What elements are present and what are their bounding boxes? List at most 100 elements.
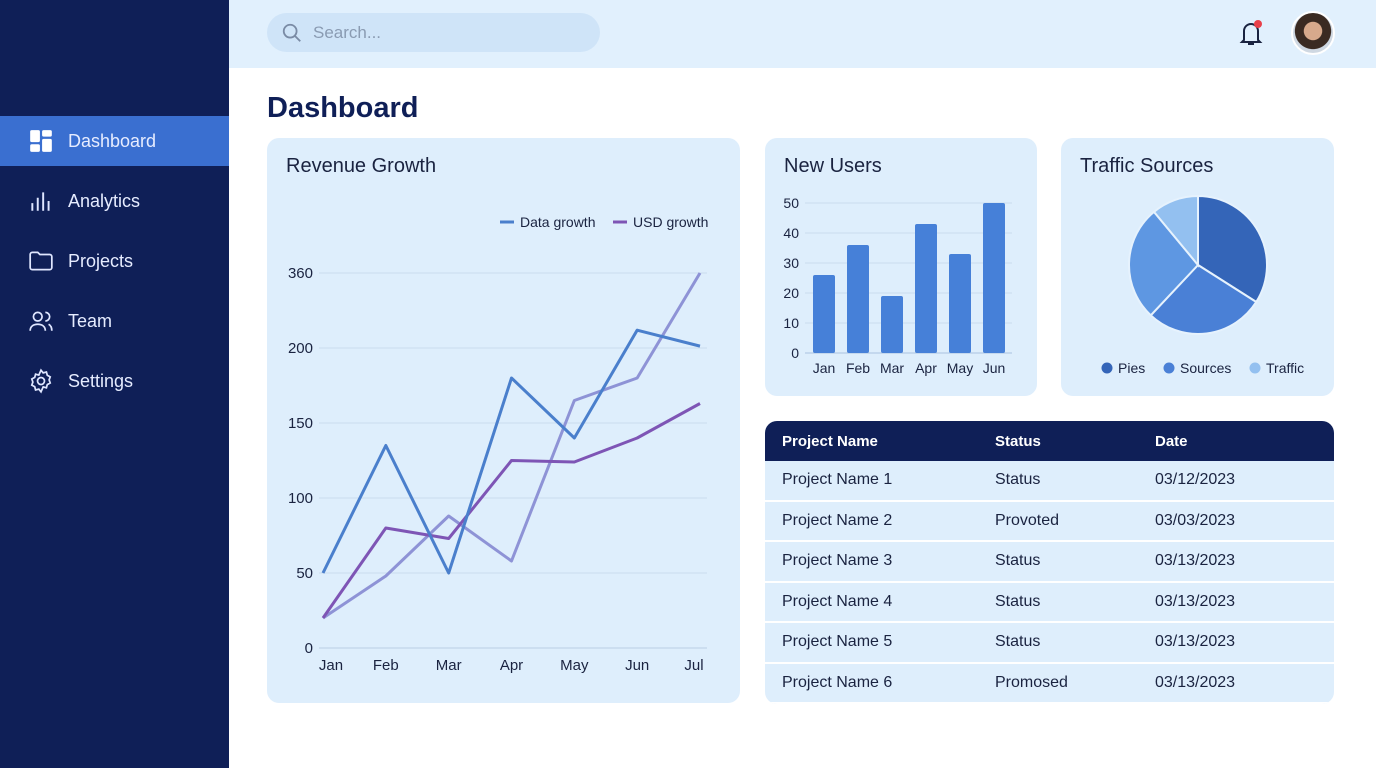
card-title: Traffic Sources [1080,155,1214,177]
card-title: Revenue Growth [286,155,437,177]
column-header[interactable]: Status [995,432,1041,450]
x-tick-label: Feb [373,657,399,674]
table-row[interactable]: Project Name 6 Promosed 03/13/2023 [765,664,1334,704]
legend-swatch [1101,362,1113,374]
sidebar-item-dashboard[interactable]: Dashboard [0,116,229,166]
sidebar-item-label: Dashboard [68,130,157,151]
sidebar: Dashboard Analytics Projects Team Settin… [0,0,229,768]
legend-label: Sources [1180,360,1231,376]
x-tick-label: Jan [813,360,836,376]
new-users-card: New Users 0 10 20 30 40 50 Jan Feb Mar Apr May Jun [765,138,1037,396]
bar [847,245,869,353]
table-row[interactable]: Project Name 4 Status 03/13/2023 [765,583,1334,623]
x-tick-label: Jun [983,360,1006,376]
users-icon [29,311,53,331]
x-tick-label: May [560,657,589,674]
legend-swatch [1163,362,1175,374]
bell-icon [1239,20,1263,45]
table-cell: Project Name 6 [782,673,893,691]
table-cell: 03/13/2023 [1155,633,1236,651]
sidebar-item-projects[interactable]: Projects [0,236,229,286]
x-tick-label: Jun [625,657,649,674]
search-icon [282,23,301,42]
y-tick-label: 30 [783,255,799,271]
bar [813,275,835,353]
y-tick-label: 200 [288,340,313,357]
table-cell: Project Name 1 [782,471,893,489]
table-cell: Status [995,592,1041,610]
pie-slice [1149,263,1258,335]
pie-chart: Pies Sources Traffic [1101,194,1304,376]
table-cell: Status [995,471,1041,489]
pie-slice [1128,210,1200,317]
line-chart: 0 50 100 150 200 360 Jan Feb Mar Apr May Jun Jul Data… [288,214,709,674]
y-tick-label: 20 [783,285,799,301]
bar [915,224,937,353]
card-title: New Users [784,155,882,177]
bar-chart-icon [31,192,50,211]
sidebar-item-label: Analytics [68,190,141,211]
table-header: Project Name Status Date [765,421,1334,461]
sidebar-item-settings[interactable]: Settings [0,356,229,406]
y-tick-label: 100 [288,490,313,507]
page-title: Dashboard [267,92,419,124]
table-cell: Status [995,552,1041,570]
series-line [321,402,701,619]
y-tick-label: 0 [305,640,313,657]
table-cell: 03/13/2023 [1155,592,1236,610]
y-tick-label: 0 [791,345,799,361]
legend-label: USD growth [633,214,708,230]
sidebar-item-label: Projects [68,250,134,271]
table-cell: Status [995,633,1041,651]
bar [983,203,1005,353]
gear-icon [30,368,52,394]
bar [881,296,903,353]
x-tick-label: Jul [684,657,703,674]
table-row[interactable]: Project Name 5 Status 03/13/2023 [765,623,1334,664]
legend-label: Traffic [1266,360,1304,376]
table-row[interactable]: Project Name 2 Provoted 03/03/2023 [765,502,1334,542]
x-tick-label: Jan [319,657,343,674]
x-tick-label: Mar [436,657,462,674]
legend-label: Pies [1118,360,1145,376]
x-tick-label: Mar [880,360,904,376]
notifications-button[interactable] [1237,18,1265,48]
y-tick-label: 10 [783,315,799,331]
legend-label: Data growth [520,214,595,230]
bar-chart: 0 10 20 30 40 50 Jan Feb Mar Apr May Jun [783,195,1012,376]
search-input[interactable] [313,22,573,43]
table-cell: Provoted [995,511,1060,529]
sidebar-item-team[interactable]: Team [0,296,229,346]
avatar[interactable] [1291,11,1335,55]
search-bar [267,13,600,52]
sidebar-item-label: Team [68,310,113,331]
table-cell: 03/12/2023 [1155,471,1236,489]
table-cell: Project Name 4 [782,592,893,610]
x-tick-label: Feb [846,360,870,376]
x-tick-label: May [947,360,973,376]
y-tick-label: 50 [783,195,799,211]
sidebar-item-analytics[interactable]: Analytics [0,176,229,226]
column-header[interactable]: Project Name [782,432,878,450]
series-line [321,328,701,575]
dashboard-icon [30,130,52,152]
folder-icon [29,251,53,271]
x-tick-label: Apr [915,360,937,376]
table-cell: Promosed [995,673,1068,691]
table-row[interactable]: Project Name 3 Status 03/13/2023 [765,542,1334,583]
table-cell: Project Name 5 [782,633,893,651]
table-cell: 03/13/2023 [1155,673,1236,691]
table-row[interactable]: Project Name 1 Status 03/12/2023 [765,461,1334,502]
legend-swatch [1249,362,1261,374]
projects-table: Project Name Status Date Project Name 1 S… [765,421,1334,704]
topbar [229,0,1376,68]
y-tick-label: 360 [288,265,313,282]
table-cell: Project Name 2 [782,511,893,529]
table-cell: 03/13/2023 [1155,552,1236,570]
column-header[interactable]: Date [1155,432,1188,450]
x-tick-label: Apr [500,657,523,674]
pie-slice [1152,194,1199,268]
revenue-growth-card: Revenue Growth 0 50 100 150 200 360 Jan Feb Mar A… [267,138,740,703]
y-tick-label: 150 [288,415,313,432]
y-tick-label: 40 [783,225,799,241]
